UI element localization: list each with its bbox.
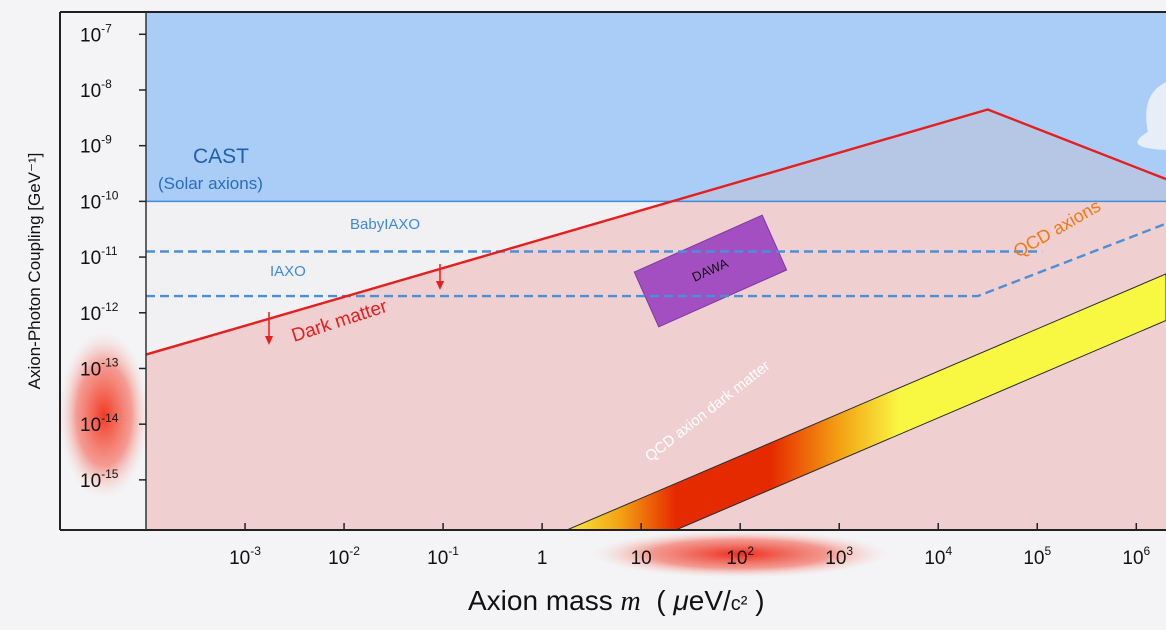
x-axis-label-var: m: [621, 586, 641, 617]
x-axis-label-prefix: Axion mass: [468, 585, 621, 616]
y-tick-label: 10-9: [80, 133, 112, 158]
left-frame: [0, 0, 146, 630]
y-tick-label: 10-12: [80, 300, 119, 325]
dark-matter-arrow-right: [436, 264, 444, 290]
x-axis-label-unit: eV/: [689, 585, 731, 616]
dark-matter-line: [146, 108, 1166, 356]
x-axis-ticks: 10-3 10-2 10-1 1 10 102 103 104 105 106: [229, 523, 1151, 569]
y-tick-label: 10-10: [80, 188, 119, 213]
dawa-box: [633, 214, 788, 328]
x-axis-label-open: (: [641, 585, 674, 616]
x-tick-label: 10: [631, 548, 652, 569]
x-axis-red-glow: [590, 530, 890, 578]
x-tick-label: 103: [825, 544, 853, 569]
y-axis-label: Axion-Photon Coupling [GeV⁻¹]: [25, 153, 44, 390]
sensitivity-lines: [146, 222, 1166, 298]
x-tick-label: 104: [924, 544, 952, 569]
qcd-axion-band: [566, 273, 1166, 530]
x-tick-label: 106: [1122, 544, 1150, 569]
cast-dm-overlap-region: [672, 109, 1166, 202]
cast-sublabel: (Solar axions): [158, 174, 263, 193]
y-tick-label: 10-7: [80, 21, 112, 46]
x-tick-label: 10-3: [229, 544, 261, 569]
x-axis-label-mu: μ: [672, 585, 688, 616]
y-axis-ticks: 10-7 10-8 10-9 10-10 10-11 10-12 10-13 10-14 10-…: [80, 21, 146, 492]
sensitivity-line-iaxo: [146, 222, 1166, 298]
x-axis-label-c2: c²: [731, 593, 748, 615]
x-tick-label: 102: [726, 544, 754, 569]
x-axis-label-close: ): [747, 585, 764, 616]
y-tick-label: 10-15: [80, 467, 119, 492]
cast-high-mass-edge: [1137, 82, 1166, 150]
x-tick-label: 10-1: [427, 544, 459, 569]
y-tick-label: 10-13: [80, 355, 119, 380]
babyiaxo-label: BabyIAXO: [350, 216, 420, 233]
y-tick-label: 10-8: [80, 77, 112, 102]
x-tick-label: 1: [537, 548, 548, 569]
x-tick-label: 105: [1023, 544, 1051, 569]
x-tick-label: 10-2: [328, 544, 360, 569]
y-tick-label: 10-14: [80, 411, 119, 436]
x-axis-label: Axion mass m ( μeV/c² ): [468, 585, 765, 617]
iaxo-label: IAXO: [270, 263, 306, 280]
y-axis-red-glow: [58, 330, 150, 500]
y-tick-label: 10-11: [80, 244, 118, 269]
cast-label: CAST: [193, 145, 249, 168]
dark-matter-arrow-left: [265, 312, 273, 345]
dawa-experiment: DAWA: [633, 214, 788, 328]
